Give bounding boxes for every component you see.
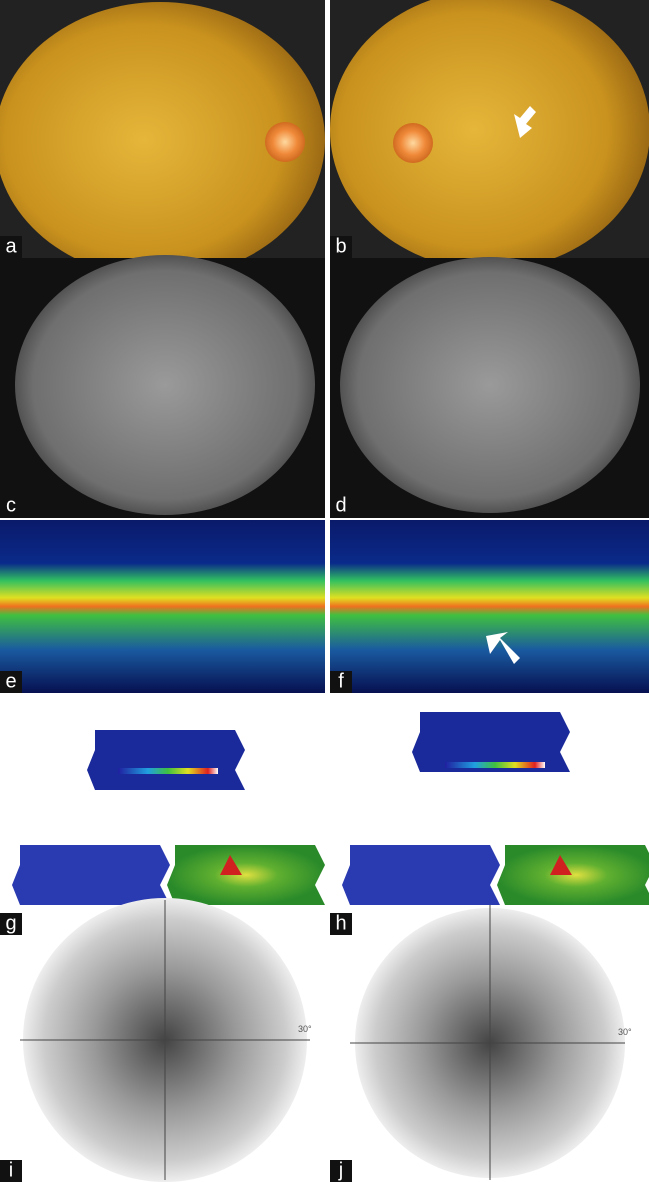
page: 30° 30° a b c d e f g h i j (() => { con… [0,0,649,1182]
panel-label: b [335,235,346,257]
panel-label: g [5,912,16,934]
fundus-row [0,0,649,278]
oct-row [0,520,649,693]
angiography-row [0,255,649,518]
panel-label: j [338,1159,343,1181]
axis-label: 30° [298,1024,312,1034]
visual-field-row: 30° 30° [20,898,632,1182]
panel-label: d [335,494,346,516]
panel-label: f [338,670,344,692]
panel-label: a [5,235,17,257]
figure: 30° 30° a b c d e f g h i j [0,0,649,1182]
panel-label: i [9,1159,13,1181]
map-row [8,695,649,935]
axis-label: 30° [618,1027,632,1037]
panel-label: e [5,670,16,692]
panel-label: c [6,494,16,516]
panel-label: h [335,912,346,934]
